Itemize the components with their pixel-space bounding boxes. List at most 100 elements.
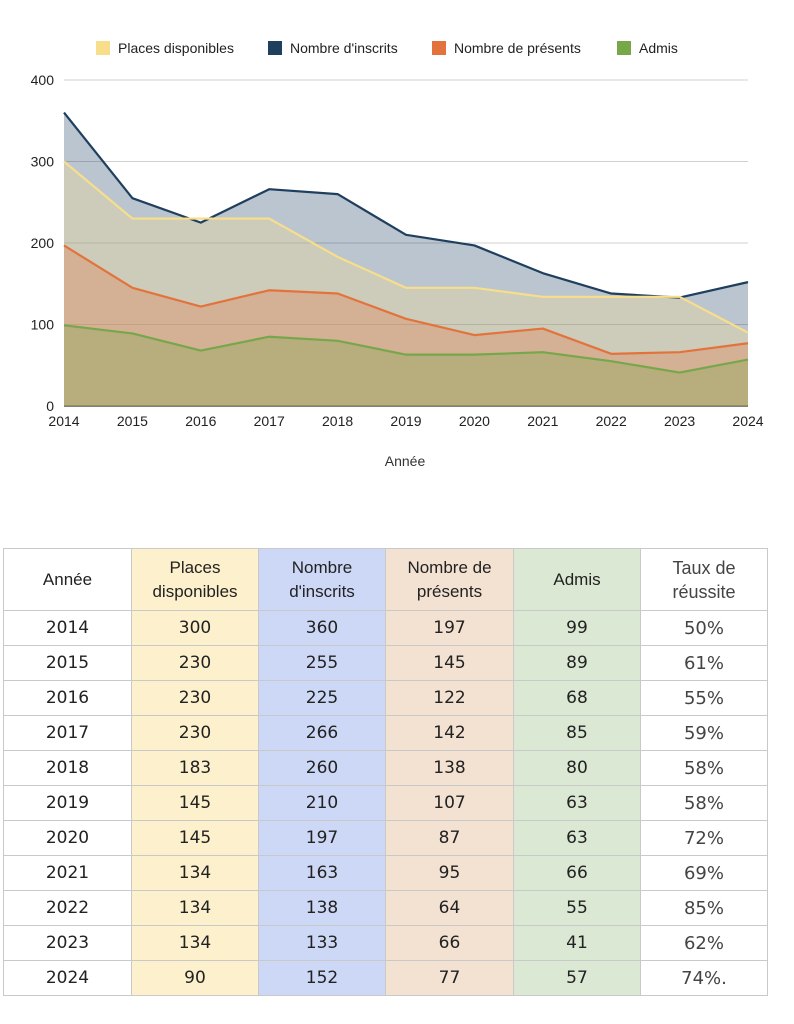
cell-admis: 55 bbox=[513, 890, 641, 926]
series-line bbox=[63, 244, 749, 355]
cell-admis: 57 bbox=[513, 960, 641, 996]
table-row: 2019 145 210 107 63 58% bbox=[3, 785, 768, 821]
cell-places: 134 bbox=[131, 890, 259, 926]
y-axis-ticks: 0 100 200 300 400 bbox=[31, 72, 55, 414]
table-row: 2023 134 133 66 41 62% bbox=[3, 925, 768, 961]
cell-taux: 69% bbox=[640, 855, 768, 891]
col-header-presents: Nombre de présents bbox=[385, 548, 514, 611]
cell-places: 230 bbox=[131, 645, 259, 681]
cell-admis: 63 bbox=[513, 785, 641, 821]
series-line bbox=[63, 111, 749, 299]
cell-admis: 63 bbox=[513, 820, 641, 856]
legend-label: Places disponibles bbox=[118, 40, 234, 56]
cell-annee: 2017 bbox=[3, 715, 132, 751]
cell-presents: 77 bbox=[385, 960, 514, 996]
table-row: 2017 230 266 142 85 59% bbox=[3, 715, 768, 751]
table-header-row: Année Places disponibles Nombre d'inscri… bbox=[3, 548, 768, 611]
cell-annee: 2022 bbox=[3, 890, 132, 926]
legend-swatch bbox=[617, 41, 631, 55]
y-tick-label: 100 bbox=[31, 317, 55, 333]
x-tick-label: 2023 bbox=[664, 413, 695, 429]
table-row: 2016 230 225 122 68 55% bbox=[3, 680, 768, 716]
cell-admis: 85 bbox=[513, 715, 641, 751]
table-row: 2018 183 260 138 80 58% bbox=[3, 750, 768, 786]
x-axis-label: Année bbox=[385, 453, 426, 469]
legend-label: Nombre d'inscrits bbox=[290, 40, 398, 56]
cell-presents: 107 bbox=[385, 785, 514, 821]
cell-taux: 55% bbox=[640, 680, 768, 716]
data-table: Année Places disponibles Nombre d'inscri… bbox=[3, 548, 768, 996]
cell-places: 134 bbox=[131, 925, 259, 961]
table-row: 2022 134 138 64 55 85% bbox=[3, 890, 768, 926]
series-area bbox=[64, 325, 748, 406]
cell-annee: 2024 bbox=[3, 960, 132, 996]
series-lines bbox=[63, 111, 749, 374]
cell-annee: 2014 bbox=[3, 610, 132, 646]
cell-inscrits: 163 bbox=[258, 855, 386, 891]
cell-presents: 145 bbox=[385, 645, 514, 681]
x-tick-label: 2020 bbox=[459, 413, 490, 429]
cell-admis: 41 bbox=[513, 925, 641, 961]
cell-presents: 64 bbox=[385, 890, 514, 926]
cell-annee: 2020 bbox=[3, 820, 132, 856]
x-tick-label: 2016 bbox=[185, 413, 216, 429]
cell-places: 300 bbox=[131, 610, 259, 646]
cell-taux: 59% bbox=[640, 715, 768, 751]
table-row: 2024 90 152 77 57 74%. bbox=[3, 960, 768, 996]
y-tick-label: 300 bbox=[31, 154, 55, 170]
cell-inscrits: 133 bbox=[258, 925, 386, 961]
cell-inscrits: 260 bbox=[258, 750, 386, 786]
cell-taux: 72% bbox=[640, 820, 768, 856]
cell-annee: 2016 bbox=[3, 680, 132, 716]
col-header-admis: Admis bbox=[513, 548, 641, 611]
cell-taux: 61% bbox=[640, 645, 768, 681]
cell-inscrits: 210 bbox=[258, 785, 386, 821]
series-line bbox=[63, 324, 749, 374]
cell-inscrits: 255 bbox=[258, 645, 386, 681]
x-tick-label: 2024 bbox=[732, 413, 763, 429]
series-area bbox=[64, 161, 748, 406]
legend-swatch bbox=[432, 41, 446, 55]
legend-swatch bbox=[268, 41, 282, 55]
cell-places: 230 bbox=[131, 715, 259, 751]
cell-inscrits: 152 bbox=[258, 960, 386, 996]
cell-presents: 142 bbox=[385, 715, 514, 751]
cell-admis: 99 bbox=[513, 610, 641, 646]
col-header-taux: Taux de réussite bbox=[640, 548, 768, 611]
table-row: 2021 134 163 95 66 69% bbox=[3, 855, 768, 891]
cell-taux: 74%. bbox=[640, 960, 768, 996]
cell-places: 134 bbox=[131, 855, 259, 891]
gridlines bbox=[64, 79, 748, 407]
cell-places: 145 bbox=[131, 785, 259, 821]
cell-places: 90 bbox=[131, 960, 259, 996]
x-tick-label: 2017 bbox=[254, 413, 285, 429]
x-axis-ticks: 2014 2015 2016 2017 2018 2019 2020 2021 2022 2023… bbox=[48, 413, 763, 429]
series-area bbox=[64, 112, 748, 406]
cell-annee: 2018 bbox=[3, 750, 132, 786]
y-tick-label: 0 bbox=[46, 398, 54, 414]
cell-annee: 2019 bbox=[3, 785, 132, 821]
cell-admis: 66 bbox=[513, 855, 641, 891]
series-line bbox=[63, 160, 749, 334]
cell-places: 183 bbox=[131, 750, 259, 786]
series-area bbox=[64, 245, 748, 406]
cell-places: 145 bbox=[131, 820, 259, 856]
cell-taux: 50% bbox=[640, 610, 768, 646]
col-header-annee: Année bbox=[3, 548, 132, 611]
legend: Places disponibles Nombre d'inscrits Nombr… bbox=[96, 40, 678, 56]
cell-taux: 85% bbox=[640, 890, 768, 926]
cell-admis: 89 bbox=[513, 645, 641, 681]
table-row: 2015 230 255 145 89 61% bbox=[3, 645, 768, 681]
cell-inscrits: 266 bbox=[258, 715, 386, 751]
cell-annee: 2015 bbox=[3, 645, 132, 681]
y-tick-label: 400 bbox=[31, 72, 55, 88]
cell-taux: 62% bbox=[640, 925, 768, 961]
legend-label: Admis bbox=[639, 40, 678, 56]
col-header-places: Places disponibles bbox=[131, 548, 259, 611]
cell-taux: 58% bbox=[640, 785, 768, 821]
cell-inscrits: 360 bbox=[258, 610, 386, 646]
cell-places: 230 bbox=[131, 680, 259, 716]
series-areas bbox=[64, 112, 748, 406]
cell-presents: 138 bbox=[385, 750, 514, 786]
legend-swatch bbox=[96, 41, 110, 55]
